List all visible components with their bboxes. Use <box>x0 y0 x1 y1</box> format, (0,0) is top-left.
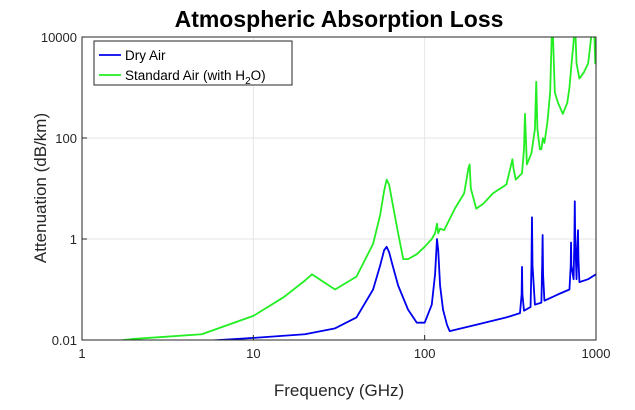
y-tick-label: 0.01 <box>52 333 77 348</box>
legend-label-dry-air: Dry Air <box>125 48 166 63</box>
x-tick-label: 10 <box>246 346 260 361</box>
legend-box <box>93 40 293 86</box>
x-axis-label: Frequency (GHz) <box>274 381 404 400</box>
series-line-standard-air <box>116 37 596 340</box>
plot-area <box>116 37 596 340</box>
chart-title: Atmospheric Absorption Loss <box>175 6 504 32</box>
y-tick-label: 10000 <box>41 30 77 45</box>
legend-label-standard-air-main: Standard Air (with H <box>125 68 245 83</box>
legend-label-standard-air-sub: 2 <box>245 76 251 87</box>
axes-box <box>81 36 597 341</box>
legend: Dry Air Standard Air (with H2O) <box>93 40 293 87</box>
x-tick-label: 1 <box>78 346 85 361</box>
x-tick-label: 100 <box>414 346 436 361</box>
y-axis-label: Attenuation (dB/km) <box>31 113 50 263</box>
y-tick-label: 100 <box>55 131 77 146</box>
legend-label-standard-air: Standard Air (with H2O) <box>125 68 266 87</box>
x-tick-label: 1000 <box>582 346 611 361</box>
legend-label-standard-air-tail: O) <box>251 68 266 83</box>
y-tick-label: 1 <box>70 232 77 247</box>
ticks <box>81 36 597 341</box>
series-line-dry-air <box>205 200 596 340</box>
